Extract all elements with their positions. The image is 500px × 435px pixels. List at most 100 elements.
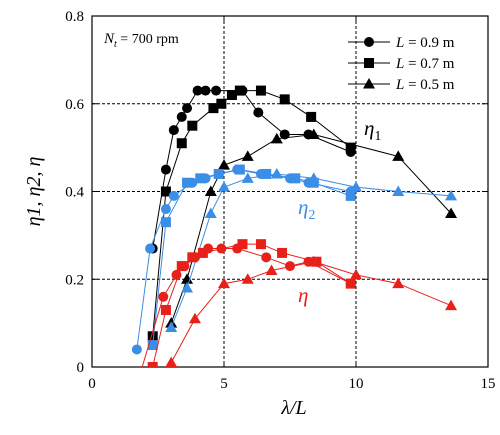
- triangle-marker: [270, 167, 283, 179]
- square-marker: [290, 173, 301, 184]
- circle-marker: [171, 269, 182, 280]
- square-marker: [147, 331, 158, 342]
- legend-label: L = 0.7 m: [395, 56, 455, 72]
- square-marker: [147, 340, 158, 351]
- triangle-marker: [165, 321, 178, 333]
- triangle-marker: [265, 264, 278, 275]
- circle-marker: [168, 190, 179, 201]
- series-line: [170, 133, 452, 324]
- circle-marker: [253, 107, 264, 118]
- x-tick-label: 0: [88, 376, 96, 392]
- group-label-3: η: [298, 283, 308, 307]
- triangle-marker: [218, 181, 230, 192]
- square-marker: [176, 261, 187, 272]
- triangle-marker: [307, 128, 320, 139]
- circle-marker: [135, 371, 145, 381]
- square-marker: [345, 278, 356, 289]
- group-label-1: η1: [364, 116, 381, 144]
- y-tick-label: 0.4: [65, 185, 84, 201]
- square-marker: [364, 58, 374, 68]
- square-marker: [195, 173, 206, 184]
- square-marker: [160, 304, 171, 315]
- circle-marker: [145, 243, 156, 254]
- y-tick-label: 0.8: [65, 9, 84, 25]
- square-marker: [160, 217, 171, 228]
- square-marker: [216, 98, 227, 109]
- series-eta1-triangle: [165, 128, 458, 328]
- series-line: [152, 243, 351, 367]
- series-eta-square: [147, 239, 356, 367]
- circle-marker: [160, 164, 171, 175]
- triangle-marker: [204, 207, 217, 218]
- y-tick-label: 0: [77, 360, 85, 376]
- square-marker: [306, 111, 317, 122]
- square-marker: [187, 252, 198, 263]
- triangle-marker: [241, 150, 254, 161]
- triangle-marker: [204, 185, 217, 196]
- legend: L = 0.9 m L = 0.7 m L = 0.5 m: [348, 35, 455, 93]
- circle-marker: [364, 37, 374, 47]
- square-marker: [255, 85, 266, 96]
- square-marker: [208, 103, 219, 114]
- triangle-marker: [181, 273, 194, 284]
- series-line: [152, 169, 351, 346]
- legend-label: L = 0.5 m: [395, 77, 455, 93]
- x-tick-label: 10: [349, 376, 364, 392]
- triangle-marker: [392, 150, 405, 161]
- triangle-marker: [350, 181, 362, 192]
- circle-marker: [182, 103, 193, 114]
- triangle-marker: [218, 159, 230, 170]
- triangle-marker: [270, 132, 283, 144]
- x-tick-label: 15: [481, 376, 496, 392]
- circle-marker: [200, 85, 211, 96]
- group-label-2: η2: [298, 195, 315, 223]
- square-marker: [234, 85, 245, 96]
- square-marker: [237, 239, 248, 250]
- series-eta2-square: [147, 164, 356, 351]
- series-eta1-square: [147, 85, 356, 342]
- series-eta1-circle: [147, 85, 356, 254]
- circle-marker: [176, 111, 187, 122]
- ticks: 0 5 10 15 0 0.2 0.4 0.6 0.8: [65, 9, 495, 392]
- circle-marker: [192, 85, 203, 96]
- circle-marker: [131, 344, 142, 355]
- x-axis-label: λ/L: [280, 397, 306, 419]
- square-marker: [147, 362, 158, 367]
- triangle-marker: [165, 356, 178, 367]
- triangle-marker: [350, 268, 362, 280]
- square-marker: [213, 168, 224, 179]
- square-marker: [345, 190, 356, 201]
- square-marker: [176, 138, 187, 149]
- y-tick-label: 0.2: [65, 272, 84, 288]
- circle-marker: [285, 261, 295, 272]
- circle-marker: [261, 252, 272, 263]
- series-line: [170, 261, 452, 363]
- triangle-marker: [188, 312, 201, 324]
- circle-marker: [160, 204, 171, 215]
- triangle-marker: [363, 78, 375, 89]
- triangle-marker: [392, 277, 405, 289]
- triangle-marker: [307, 255, 320, 267]
- square-marker: [160, 186, 171, 197]
- circle-marker: [279, 129, 290, 140]
- triangle-marker: [392, 185, 405, 196]
- square-marker: [345, 142, 356, 153]
- series-eta-triangle: [165, 255, 458, 367]
- square-marker: [261, 168, 272, 179]
- square-marker: [226, 89, 237, 100]
- series-layer: [131, 85, 458, 381]
- rpm-annotation: Nt = 700 rpm: [103, 31, 179, 50]
- square-marker: [277, 247, 288, 258]
- y-axis-label: η1, η2, η: [23, 157, 45, 227]
- x-tick-label: 5: [220, 376, 228, 392]
- triangle-marker: [241, 273, 254, 284]
- triangle-marker: [241, 172, 254, 183]
- square-marker: [279, 94, 290, 105]
- circle-marker: [158, 291, 169, 302]
- triangle-marker: [218, 277, 230, 289]
- y-tick-label: 0.6: [65, 97, 84, 113]
- square-marker: [182, 177, 193, 188]
- circle-marker: [211, 85, 222, 96]
- triangle-marker: [445, 299, 458, 311]
